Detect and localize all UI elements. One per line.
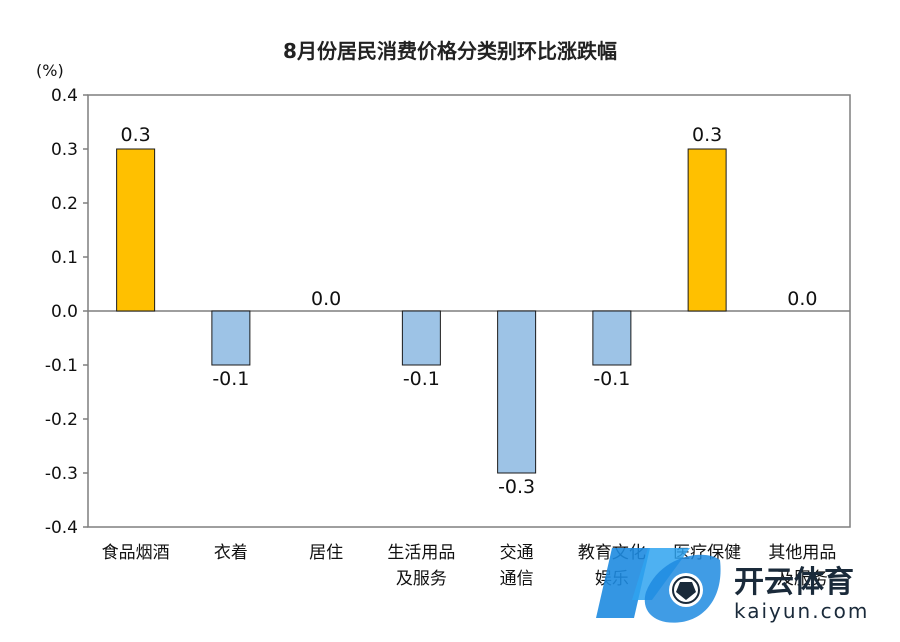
bar [116, 148, 156, 312]
y-axis-ticks: 0.4 0.3 0.2 0.1 0.0 -0.1 -0.2 -0.3 -0.4 [45, 86, 88, 538]
y-tick-label: -0.2 [45, 410, 78, 430]
x-category-label: 食品烟酒 [102, 543, 170, 563]
x-category-label: 生活用品 [387, 543, 455, 563]
data-label: 0.0 [787, 288, 817, 310]
bar [401, 310, 441, 366]
data-label: 0.3 [692, 124, 722, 146]
data-label: -0.1 [403, 368, 440, 390]
data-label: -0.3 [498, 476, 535, 498]
data-label: -0.1 [593, 368, 630, 390]
data-label: 0.3 [121, 124, 151, 146]
y-tick-label: 0.4 [51, 86, 78, 106]
plot-area [87, 94, 851, 528]
y-tick-label: 0.0 [51, 302, 78, 322]
x-category-label: 居住 [309, 543, 343, 563]
x-category-label: 交通 [500, 543, 534, 563]
data-labels: 0.3 -0.1 0.0 -0.1 -0.3 -0.1 0.3 0.0 [121, 124, 818, 498]
data-label: 0.0 [311, 288, 341, 310]
bar [211, 310, 251, 366]
x-category-label: 通信 [500, 569, 534, 589]
y-tick-label: -0.1 [45, 356, 78, 376]
chart-title: 8月份居民消费价格分类别环比涨跌幅 [283, 39, 617, 63]
bar [592, 310, 632, 366]
data-label: -0.1 [212, 368, 249, 390]
category-labels: 食品烟酒衣着居住生活用品及服务交通通信教育文化娱乐医疗保健其他用品及服务 [102, 543, 837, 589]
y-tick-label: 0.3 [51, 140, 78, 160]
y-axis-unit: (%) [36, 61, 64, 80]
y-tick-label: 0.2 [51, 194, 78, 214]
x-category-label: 其他用品 [768, 543, 836, 563]
x-category-label: 衣着 [214, 543, 248, 563]
bars [116, 148, 727, 474]
watermark: 开云体育 kaiyun.com [596, 548, 869, 623]
x-category-label: 及服务 [396, 569, 447, 589]
x-category-label: 及服务 [777, 569, 828, 589]
y-tick-label: -0.4 [45, 518, 78, 538]
watermark-brand-text: 开云体育 [734, 565, 854, 600]
bar [687, 148, 727, 312]
y-tick-label: -0.3 [45, 464, 78, 484]
watermark-url-text: kaiyun.com [734, 599, 869, 623]
kaiyun-logo-icon [596, 548, 721, 623]
y-tick-label: 0.1 [51, 248, 78, 268]
bar [497, 310, 537, 474]
